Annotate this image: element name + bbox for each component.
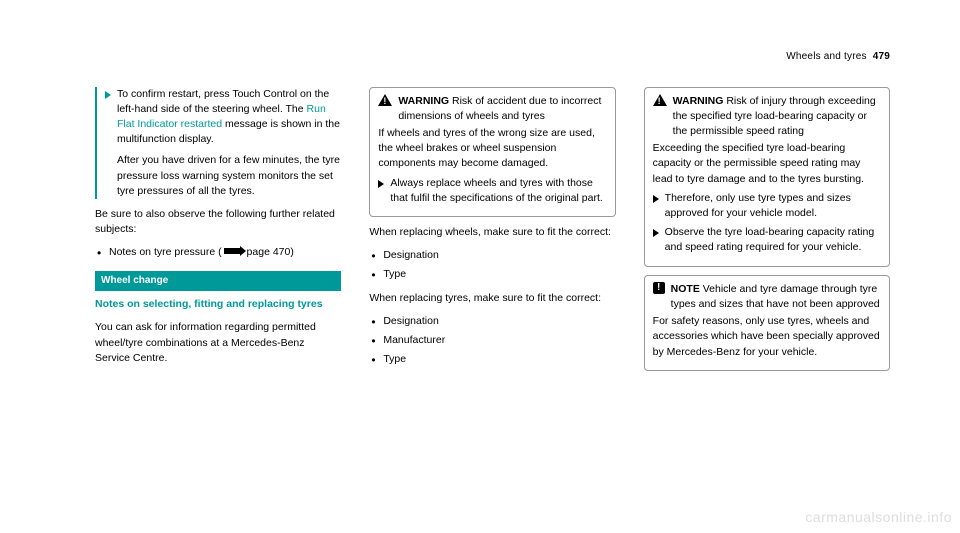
note-box: ! NOTE Vehicle and tyre damage through t… [644,275,890,371]
list-item: Type [369,352,615,367]
list-item: Designation [369,314,615,329]
section-bar-wheel-change: Wheel change [95,271,341,292]
tyres-list: Designation Manufacturer Type [369,314,615,368]
step-marker-icon [105,91,111,99]
list-item: Type [369,267,615,282]
confirm-restart-step: To confirm restart, press Touch Control … [105,87,341,148]
note-body: For safety reasons, only use tyres, whee… [653,314,881,360]
replace-tyres-intro: When replacing tyres, make sure to fit t… [369,291,615,306]
monitor-text: After you have driven for a few minutes,… [105,153,341,199]
note-head-text: NOTE Vehicle and tyre damage through tyr… [671,282,881,312]
further-subjects-intro: Be sure to also observe the following fu… [95,207,341,237]
page-ref-arrow-icon [224,248,242,254]
warning-head-text: WARNING Risk of accident due to incorrec… [398,94,606,124]
column-3: WARNING Risk of injury through exceeding… [644,87,890,379]
list-item: Designation [369,248,615,263]
step-text: To confirm restart, press Touch Control … [117,87,341,148]
service-centre-info: You can ask for information regarding pe… [95,320,341,366]
warning-box-dimensions: WARNING Risk of accident due to incorrec… [369,87,615,218]
step-marker-icon [653,195,659,203]
sub-heading: Notes on selecting, fitting and replacin… [95,297,341,312]
replace-wheels-intro: When replacing wheels, make sure to fit … [369,225,615,240]
watermark: carmanualsonline.info [805,507,952,527]
warning-body: Exceeding the specified tyre load-bearin… [653,141,881,187]
column-1: To confirm restart, press Touch Control … [95,87,341,379]
wheels-list: Designation Type [369,248,615,282]
page-number: 479 [873,51,890,62]
further-subjects-list: Notes on tyre pressure ( page 470) [95,245,341,260]
warning-box-load-bearing: WARNING Risk of injury through exceeding… [644,87,890,267]
warning-body: If wheels and tyres of the wrong size ar… [378,126,606,172]
step-marker-icon [378,180,384,188]
column-2: WARNING Risk of accident due to incorrec… [369,87,615,379]
section-title: Wheels and tyres [786,51,866,62]
warning-triangle-icon [378,94,392,106]
warning-step: Observe the tyre load-bearing capacity r… [653,225,881,255]
warning-step: Always replace wheels and tyres with tho… [378,176,606,206]
warning-head-text: WARNING Risk of injury through exceeding… [673,94,881,140]
list-item: Notes on tyre pressure ( page 470) [95,245,341,260]
list-item: Manufacturer [369,333,615,348]
warning-step: Therefore, only use tyre types and sizes… [653,191,881,221]
warning-triangle-icon [653,94,667,106]
page-header: Wheels and tyres 479 [95,50,890,65]
indent-block: To confirm restart, press Touch Control … [95,87,341,200]
note-bang-icon: ! [653,282,665,294]
step-marker-icon [653,229,659,237]
